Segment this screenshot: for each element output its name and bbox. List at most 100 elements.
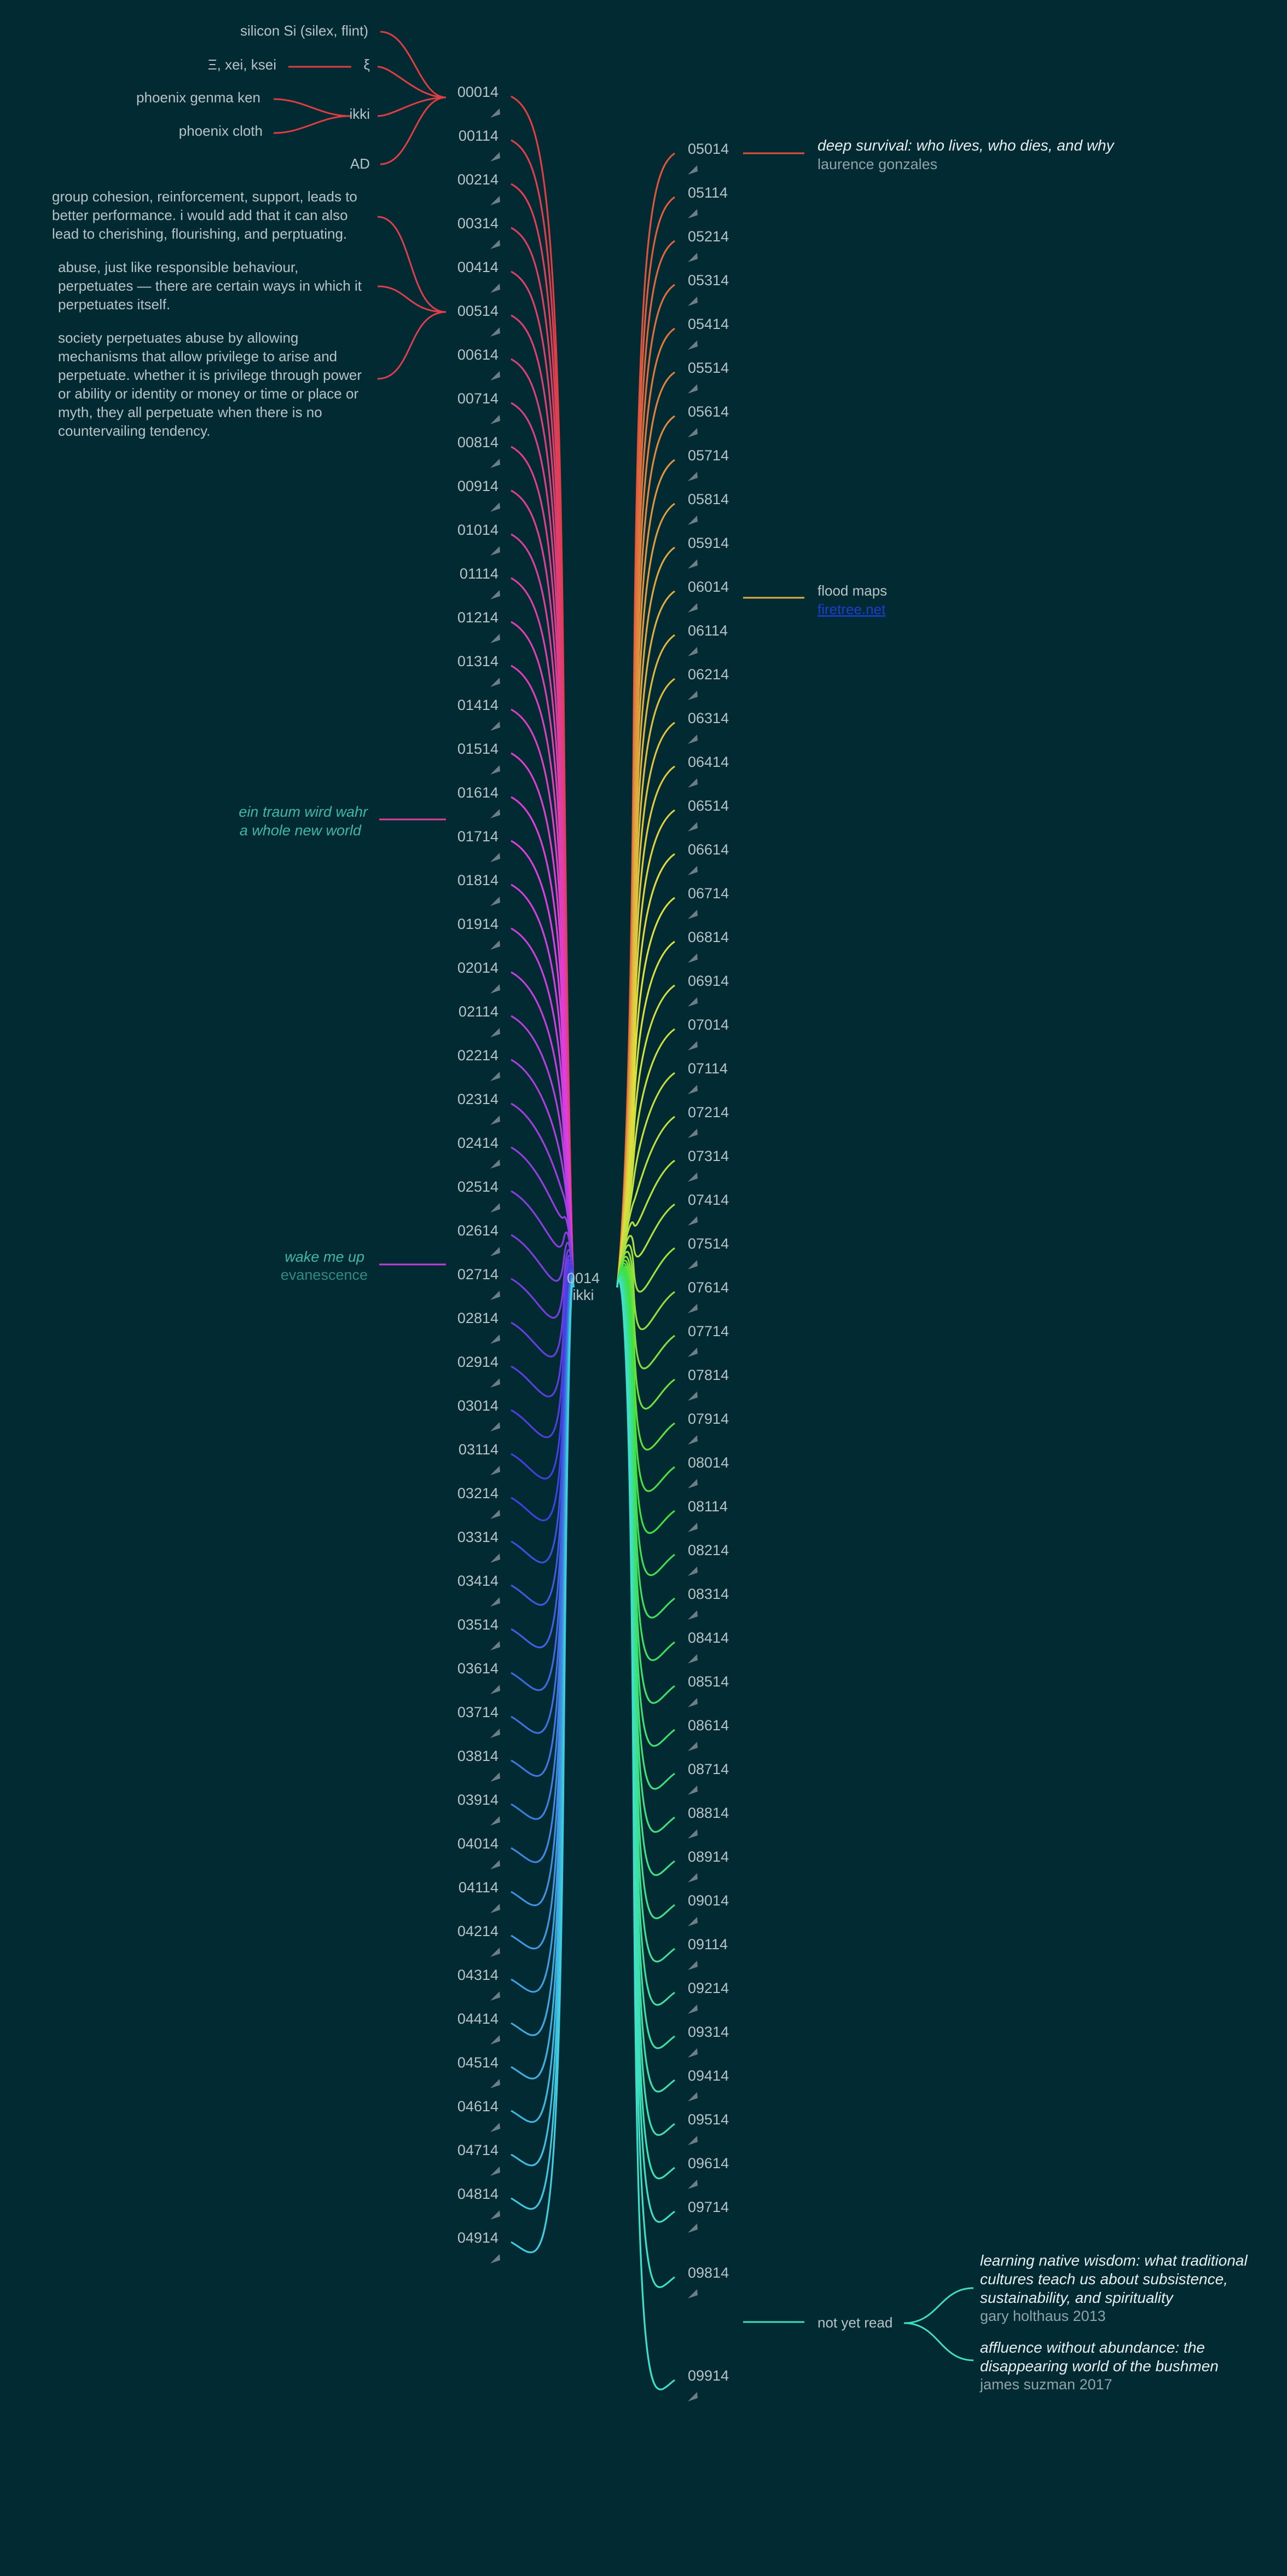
link-arrow-icon[interactable] xyxy=(490,283,500,293)
node-02514[interactable]: 02514 xyxy=(457,1179,498,1195)
link-arrow-icon[interactable] xyxy=(490,371,500,380)
node-02614[interactable]: 02614 xyxy=(457,1222,498,1239)
link-arrow-icon[interactable] xyxy=(490,633,500,643)
node-04614[interactable]: 04614 xyxy=(457,2098,498,2115)
link-arrow-icon[interactable] xyxy=(490,546,500,556)
node-03214[interactable]: 03214 xyxy=(457,1485,498,1501)
link-arrow-icon[interactable] xyxy=(490,2210,500,2220)
node-04014[interactable]: 04014 xyxy=(457,1835,498,1852)
link-arrow-icon[interactable] xyxy=(490,590,500,599)
node-05614[interactable]: 05614 xyxy=(688,403,729,420)
link-arrow-icon[interactable] xyxy=(688,1829,698,1839)
node-08014[interactable]: 08014 xyxy=(688,1454,729,1471)
node-08214[interactable]: 08214 xyxy=(688,1542,729,1558)
link-arrow-icon[interactable] xyxy=(490,2122,500,2132)
node-06414[interactable]: 06414 xyxy=(688,754,729,770)
link-arrow-icon[interactable] xyxy=(490,1465,500,1475)
link-arrow-icon[interactable] xyxy=(490,852,500,862)
node-02714[interactable]: 02714 xyxy=(457,1266,498,1283)
link-arrow-icon[interactable] xyxy=(688,1960,698,1970)
node-05714[interactable]: 05714 xyxy=(688,447,729,464)
link-arrow-icon[interactable] xyxy=(490,327,500,337)
link-arrow-icon[interactable] xyxy=(688,1260,698,1269)
link-arrow-icon[interactable] xyxy=(490,108,500,118)
link-arrow-icon[interactable] xyxy=(688,340,698,350)
node-00714[interactable]: 00714 xyxy=(457,390,498,407)
link-arrow-icon[interactable] xyxy=(688,2048,698,2058)
link-arrow-icon[interactable] xyxy=(688,1391,698,1401)
link-arrow-icon[interactable] xyxy=(688,822,698,831)
link-arrow-icon[interactable] xyxy=(490,1027,500,1037)
link-arrow-icon[interactable] xyxy=(490,1203,500,1212)
link-arrow-icon[interactable] xyxy=(688,1610,698,1620)
node-05814[interactable]: 05814 xyxy=(688,491,729,507)
link-arrow-icon[interactable] xyxy=(688,252,698,262)
link-arrow-icon[interactable] xyxy=(688,603,698,613)
link-arrow-icon[interactable] xyxy=(688,1172,698,1182)
node-02114[interactable]: 02114 xyxy=(459,1003,498,1020)
node-09814[interactable]: 09814 xyxy=(688,2265,729,2281)
link-arrow-icon[interactable] xyxy=(688,428,698,437)
link-arrow-icon[interactable] xyxy=(688,515,698,525)
link-arrow-icon[interactable] xyxy=(490,239,500,249)
link-arrow-icon[interactable] xyxy=(490,1290,500,1300)
link-arrow-icon[interactable] xyxy=(490,1684,500,1694)
node-02914[interactable]: 02914 xyxy=(457,1354,498,1370)
node-09214[interactable]: 09214 xyxy=(688,1980,729,1996)
link-arrow-icon[interactable] xyxy=(688,471,698,481)
node-01214[interactable]: 01214 xyxy=(457,609,498,626)
node-04814[interactable]: 04814 xyxy=(457,2186,498,2202)
link-arrow-icon[interactable] xyxy=(688,2289,698,2298)
link-arrow-icon[interactable] xyxy=(688,2004,698,2014)
link-arrow-icon[interactable] xyxy=(490,502,500,512)
link-arrow-icon[interactable] xyxy=(688,2223,698,2233)
link-arrow-icon[interactable] xyxy=(688,997,698,1007)
node-01914[interactable]: 01914 xyxy=(457,916,498,932)
link-arrow-icon[interactable] xyxy=(688,2179,698,2189)
link-arrow-icon[interactable] xyxy=(688,165,698,175)
node-07214[interactable]: 07214 xyxy=(688,1104,729,1120)
node-09314[interactable]: 09314 xyxy=(688,2024,729,2040)
node-07514[interactable]: 07514 xyxy=(688,1235,729,1252)
link-arrow-icon[interactable] xyxy=(688,1216,698,1226)
node-04214[interactable]: 04214 xyxy=(457,1923,498,1939)
link-arrow-icon[interactable] xyxy=(490,1728,500,1738)
node-06814[interactable]: 06814 xyxy=(688,929,729,945)
link-arrow-icon[interactable] xyxy=(490,2078,500,2088)
node-02414[interactable]: 02414 xyxy=(457,1135,498,1151)
node-08714[interactable]: 08714 xyxy=(688,1761,729,1777)
node-07014[interactable]: 07014 xyxy=(688,1016,729,1033)
node-07314[interactable]: 07314 xyxy=(688,1148,729,1164)
link-arrow-icon[interactable] xyxy=(688,1084,698,1094)
node-04314[interactable]: 04314 xyxy=(457,1967,498,1983)
link-arrow-icon[interactable] xyxy=(688,1478,698,1488)
node-06614[interactable]: 06614 xyxy=(688,841,729,858)
node-09514[interactable]: 09514 xyxy=(688,2111,729,2128)
node-05514[interactable]: 05514 xyxy=(688,360,729,376)
link-arrow-icon[interactable] xyxy=(688,1303,698,1313)
node-05014[interactable]: 05014 xyxy=(688,141,729,157)
node-08314[interactable]: 08314 xyxy=(688,1586,729,1602)
link-arrow-icon[interactable] xyxy=(688,1654,698,1664)
link-arrow-icon[interactable] xyxy=(490,1859,500,1869)
link-arrow-icon[interactable] xyxy=(490,1509,500,1519)
node-05214[interactable]: 05214 xyxy=(688,228,729,245)
link-arrow-icon[interactable] xyxy=(688,690,698,700)
node-01314[interactable]: 01314 xyxy=(457,653,498,669)
node-03114[interactable]: 03114 xyxy=(459,1441,498,1458)
link-arrow-icon[interactable] xyxy=(688,1916,698,1926)
node-07114[interactable]: 07114 xyxy=(688,1060,728,1077)
node-01514[interactable]: 01514 xyxy=(457,741,498,757)
link-arrow-icon[interactable] xyxy=(490,2166,500,2176)
node-09414[interactable]: 09414 xyxy=(688,2067,729,2084)
node-00314[interactable]: 00314 xyxy=(457,215,498,232)
node-01014[interactable]: 01014 xyxy=(457,522,498,538)
link-arrow-icon[interactable] xyxy=(490,765,500,775)
node-04514[interactable]: 04514 xyxy=(457,2054,498,2071)
node-03614[interactable]: 03614 xyxy=(457,1660,498,1677)
link-arrow-icon[interactable] xyxy=(490,1772,500,1782)
link-arrow-icon[interactable] xyxy=(688,865,698,875)
link-arrow-icon[interactable] xyxy=(490,721,500,731)
link-arrow-icon[interactable] xyxy=(490,1991,500,2001)
link-arrow-icon[interactable] xyxy=(688,1697,698,1707)
